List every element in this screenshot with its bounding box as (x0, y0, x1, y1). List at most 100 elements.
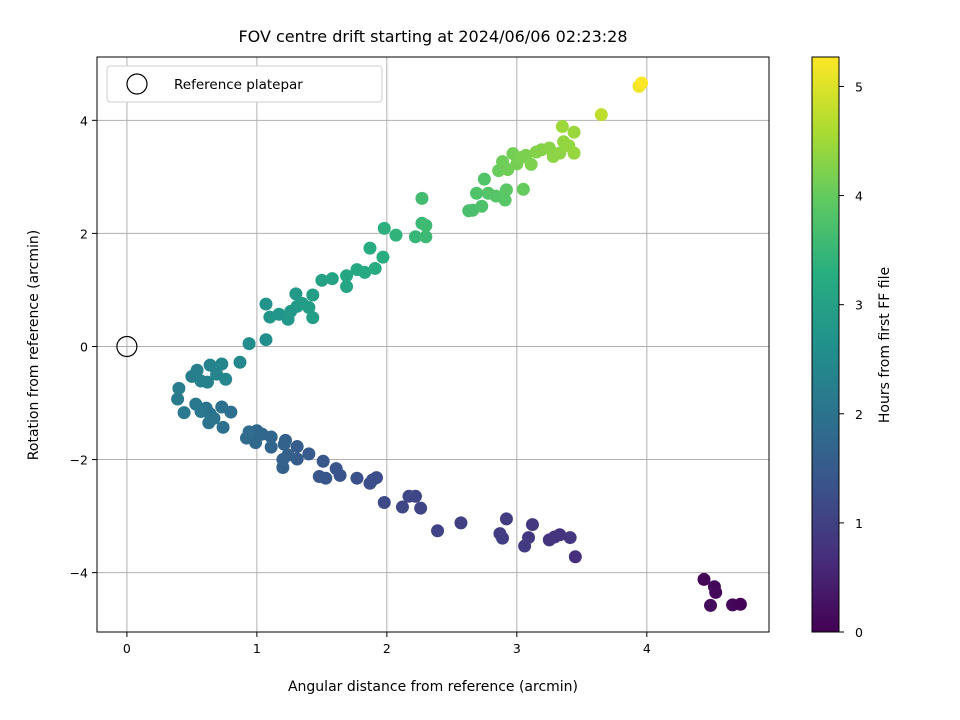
x-tick-label: 4 (643, 641, 651, 656)
scatter-points (116, 76, 747, 612)
scatter-point (499, 512, 513, 526)
scatter-point (302, 300, 316, 314)
scatter-point (594, 108, 608, 122)
y-tick-label: 2 (80, 226, 88, 241)
scatter-point (414, 501, 428, 515)
scatter-point (177, 406, 191, 420)
colorbar-tick-label: 0 (855, 625, 863, 640)
scatter-point (475, 199, 489, 213)
scatter-point (567, 125, 581, 139)
colorbar-tick-label: 1 (855, 516, 863, 531)
scatter-point (306, 311, 320, 325)
scatter-point (171, 392, 185, 406)
scatter-point (733, 597, 747, 611)
scatter-point (215, 357, 229, 371)
colorbar-tick-label: 5 (855, 79, 863, 94)
scatter-point (219, 372, 233, 386)
scatter-point (315, 273, 329, 287)
x-tick-label: 0 (123, 641, 131, 656)
scatter-point (518, 539, 532, 553)
scatter-point (568, 550, 582, 564)
scatter-point (553, 146, 567, 160)
scatter-point (542, 533, 556, 547)
legend: Reference platepar (106, 65, 383, 103)
scatter-point (524, 157, 538, 171)
x-tick-label: 1 (253, 641, 261, 656)
grid-lines (97, 57, 769, 632)
scatter-point (563, 531, 577, 545)
colorbar-tick-label: 3 (855, 298, 863, 313)
x-tick-label: 2 (383, 641, 391, 656)
scatter-point (431, 524, 445, 538)
scatter-point (242, 425, 256, 439)
scatter-point (289, 287, 303, 301)
scatter-point (233, 355, 247, 369)
scatter-point (419, 218, 433, 232)
colorbar-gradient (811, 56, 840, 633)
scatter-point (415, 191, 429, 205)
scatter-point (259, 333, 273, 347)
scatter-point (259, 297, 273, 311)
scatter-point (709, 585, 723, 599)
scatter-point (498, 193, 512, 207)
scatter-point (395, 500, 409, 514)
scatter-point (470, 186, 484, 200)
reference-platepar-marker (116, 335, 138, 358)
scatter-point (329, 462, 343, 476)
scatter-point (408, 230, 422, 244)
scatter-point (350, 471, 364, 485)
scatter-point (516, 182, 530, 196)
colorbar: 0 1 2 3 4 5 Hours from first FF file (811, 56, 893, 640)
legend-box (106, 65, 383, 103)
x-axis-label: Angular distance from reference (arcmin) (288, 679, 578, 695)
scatter-point (190, 363, 204, 377)
y-tick-label: 0 (80, 339, 88, 354)
scatter-point (215, 400, 229, 414)
scatter-point (290, 440, 304, 454)
scatter-point (377, 221, 391, 235)
scatter-point (363, 241, 377, 255)
y-tick-label: 4 (80, 113, 88, 128)
y-tick-label: −2 (70, 453, 88, 468)
scatter-point (419, 230, 433, 244)
scatter-point (377, 496, 391, 510)
axis-ticks: 0 1 2 3 4 −4 −2 0 2 4 (70, 113, 651, 656)
scatter-point (306, 288, 320, 302)
chart-title: FOV centre drift starting at 2024/06/06 … (238, 27, 627, 46)
legend-marker-circle (126, 73, 148, 95)
y-axis-label: Rotation from reference (arcmin) (26, 230, 42, 460)
scatter-point (200, 375, 214, 389)
x-tick-label: 3 (513, 641, 521, 656)
scatter-point (325, 272, 339, 286)
scatter-point (363, 476, 377, 490)
legend-label: Reference platepar (174, 77, 303, 93)
scatter-point (302, 447, 316, 461)
scatter-point (358, 265, 372, 279)
scatter-point (203, 358, 217, 372)
scatter-point (567, 146, 581, 160)
scatter-point (340, 280, 354, 294)
colorbar-label: Hours from first FF file (877, 267, 893, 423)
scatter-point (340, 269, 354, 283)
scatter-point (264, 440, 278, 454)
scatter-point (697, 572, 711, 586)
plot-frame (96, 56, 770, 633)
scatter-point (316, 454, 330, 468)
colorbar-ticks: 0 1 2 3 4 5 (839, 79, 863, 640)
scatter-point (368, 261, 382, 275)
scatter-point (276, 453, 290, 467)
scatter-point (242, 337, 256, 351)
scatter-point (402, 489, 416, 503)
scatter-point (525, 518, 539, 532)
scatter-point (635, 76, 649, 90)
y-tick-label: −4 (70, 566, 88, 581)
scatter-point (376, 250, 390, 264)
scatter-point (216, 420, 230, 434)
colorbar-tick-label: 2 (855, 407, 863, 422)
scatter-point (704, 598, 718, 612)
scatter-point (499, 183, 513, 197)
scatter-point (555, 120, 569, 134)
scatter-point (496, 531, 510, 545)
scatter-point (312, 470, 326, 484)
